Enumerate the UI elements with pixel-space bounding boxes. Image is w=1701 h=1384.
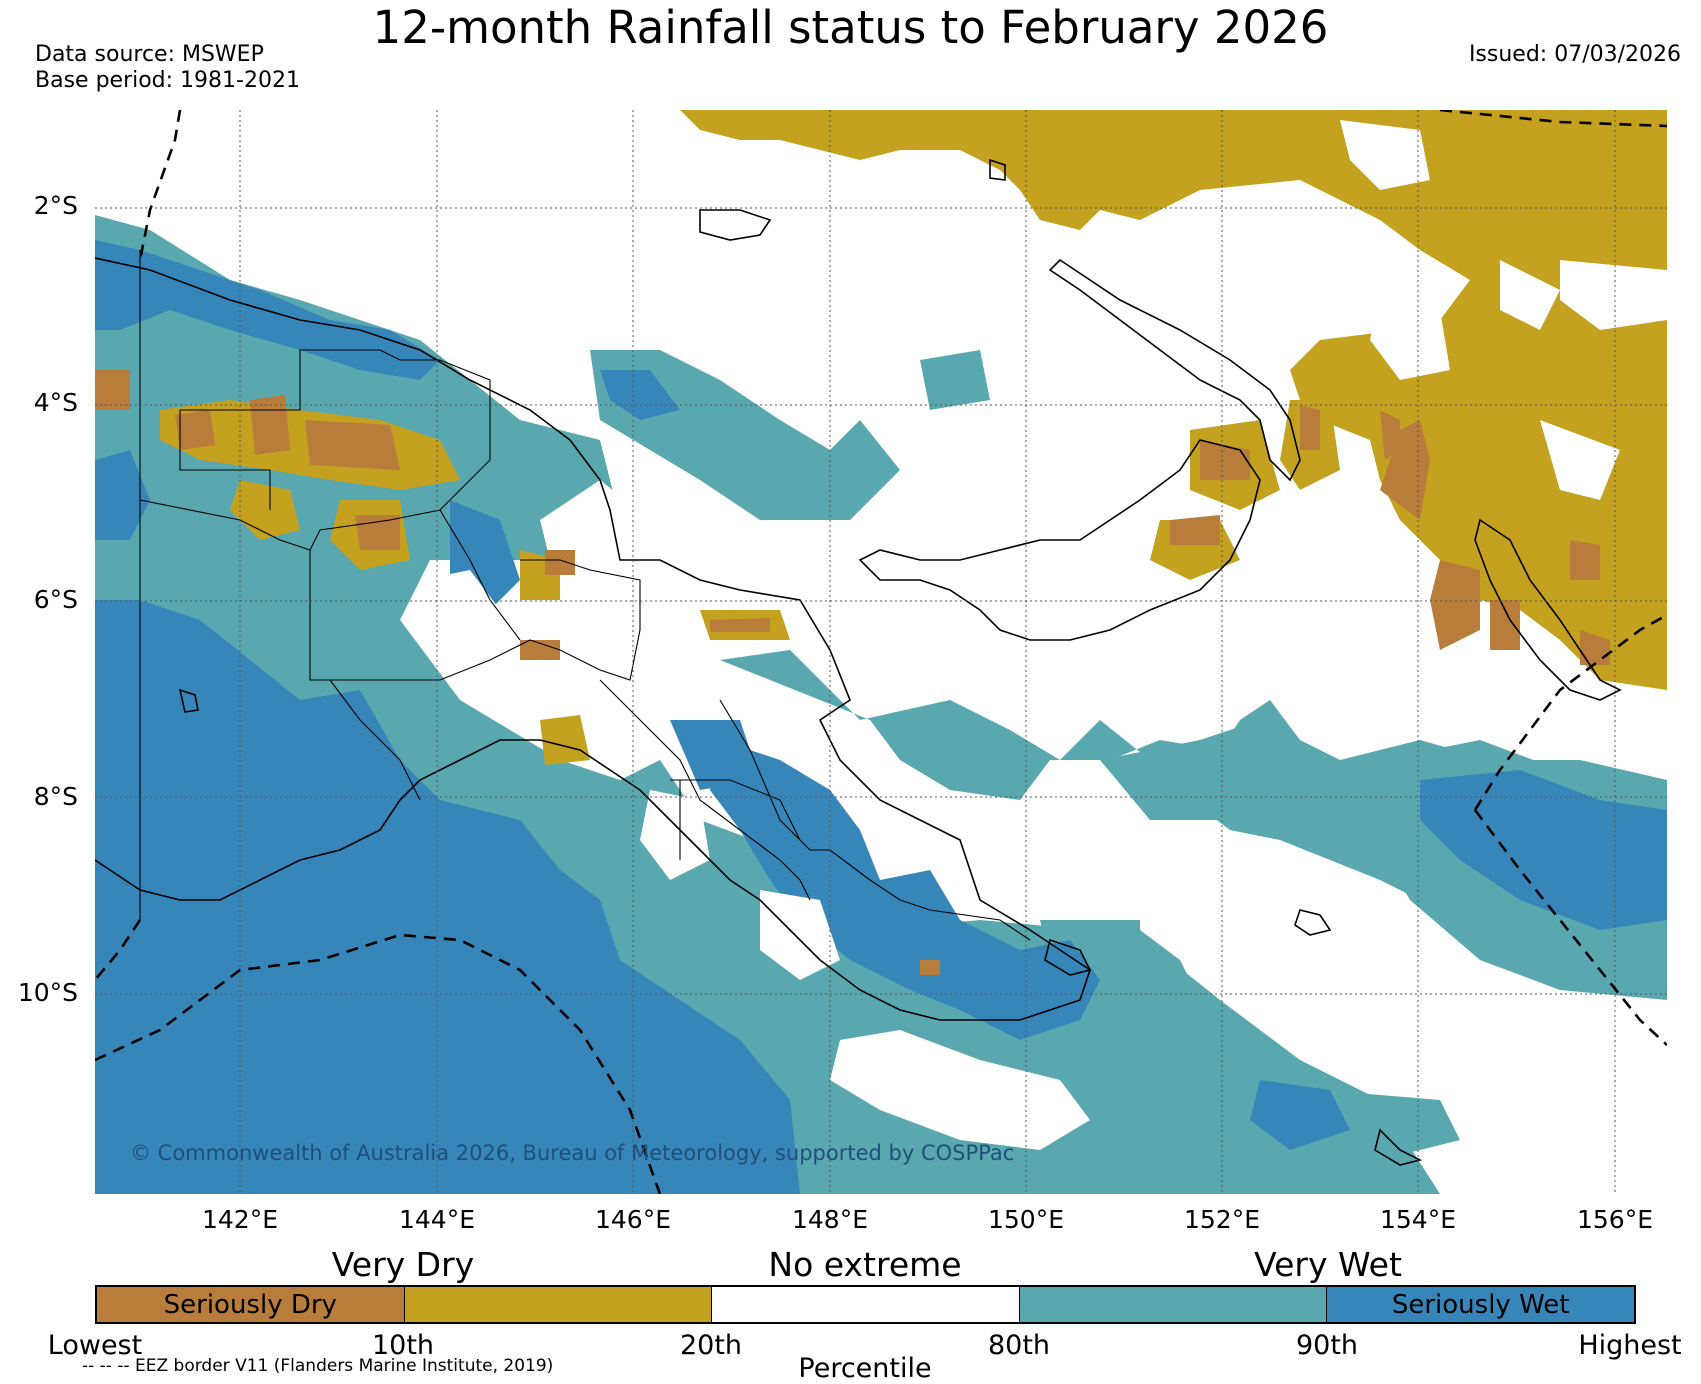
percentile-label: Highest (1578, 1330, 1682, 1361)
graticule (95, 110, 1667, 1194)
eez-borders (95, 110, 1667, 1194)
coastlines (95, 158, 1622, 1166)
lon-label: 150°E (987, 1205, 1064, 1234)
lon-label: 146°E (594, 1205, 671, 1234)
lat-label: 10°S (17, 978, 78, 1007)
percentile-label: Lowest (47, 1330, 143, 1361)
percentile-axis-label: Percentile (798, 1353, 932, 1384)
data-source-label: Data source: MSWEP (35, 42, 264, 67)
percentile-label: 90th (1295, 1330, 1359, 1361)
legend-segment-very-dry (403, 1287, 712, 1322)
no-extreme-region (420, 480, 1220, 1150)
province-boundaries (139, 250, 1031, 941)
issued-date: Issued: 07/03/2026 (1468, 42, 1681, 67)
lat-label: 2°S (33, 191, 78, 220)
map-title: 12-month Rainfall status to February 202… (372, 1, 1329, 54)
legend-segment-seriously-wet: Seriously Wet (1326, 1287, 1634, 1322)
lon-label: 156°E (1576, 1205, 1653, 1234)
legend-category-very-dry: Very Dry (331, 1245, 475, 1284)
copyright-notice: © Commonwealth of Australia 2026, Bureau… (130, 1141, 1015, 1165)
lon-label: 142°E (201, 1205, 278, 1234)
base-period-label: Base period: 1981-2021 (35, 68, 300, 93)
legend-segment-seriously-dry: Seriously Dry (97, 1287, 404, 1322)
lat-label: 6°S (33, 585, 78, 614)
legend-category-very-wet: Very Wet (1254, 1245, 1402, 1284)
percentile-label: 10th (371, 1330, 435, 1361)
lon-label: 148°E (791, 1205, 868, 1234)
percentile-label: 20th (679, 1330, 743, 1361)
percentile-label: 80th (987, 1330, 1051, 1361)
lon-label: 152°E (1183, 1205, 1260, 1234)
seriously-wet-region (95, 240, 1667, 1194)
no-extreme-region (1010, 120, 1667, 500)
legend-category-no-extreme: No extreme (768, 1245, 962, 1284)
lon-label: 144°E (398, 1205, 475, 1234)
lat-label: 4°S (33, 388, 78, 417)
data-source-info: Data source: MSWEP Base period: 1981-202… (35, 42, 300, 94)
eez-note: -- -- -- EEZ border V11 (Flanders Marine… (82, 1356, 554, 1376)
lon-label: 154°E (1379, 1205, 1456, 1234)
legend-colorbar: Seriously Dry Seriously Wet (95, 1285, 1636, 1324)
lat-label: 8°S (33, 782, 78, 811)
legend-segment-very-wet (1018, 1287, 1327, 1322)
legend-segment-no-extreme (711, 1287, 1019, 1322)
